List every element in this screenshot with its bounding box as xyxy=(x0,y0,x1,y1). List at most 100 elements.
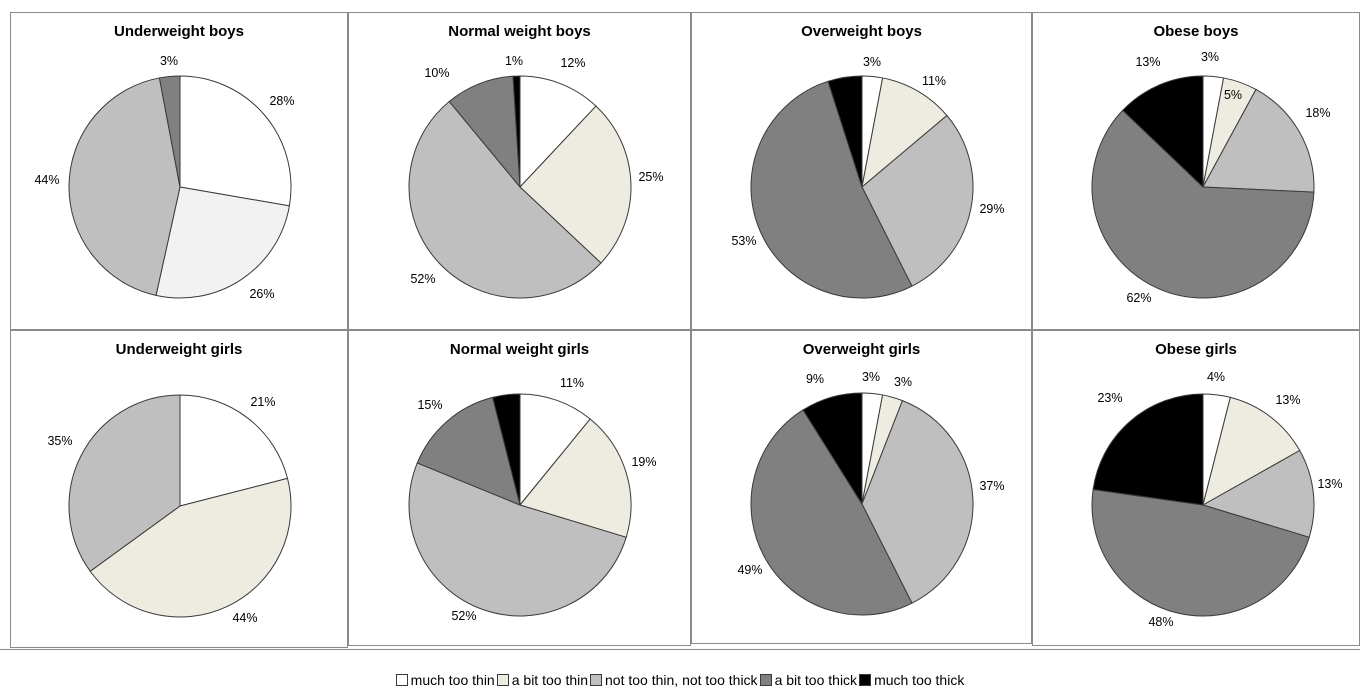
data-label: 26% xyxy=(249,287,274,301)
data-label: 52% xyxy=(451,609,476,623)
pie-slice-a-bit-too-thick xyxy=(416,396,521,506)
legend-label: a bit too thin xyxy=(511,672,589,688)
panel-title: Obese boys xyxy=(1153,23,1238,40)
data-label: 4% xyxy=(499,399,517,413)
pie-slice-much-too-thick xyxy=(512,75,521,188)
legend-item: much too thin xyxy=(395,672,495,688)
data-label: 48% xyxy=(1148,615,1173,629)
data-label: 13% xyxy=(1317,477,1342,491)
data-label: 28% xyxy=(269,94,294,108)
pie-panel: Overweight boys 3% 11% 29% 53% 5% xyxy=(691,12,1032,330)
panel-title: Underweight boys xyxy=(114,23,244,40)
data-label: 35% xyxy=(47,434,72,448)
legend-item: much too thick xyxy=(859,672,964,688)
pie-slice-not-too-thin-not-too-thick xyxy=(861,114,974,287)
pie-slice-a-bit-too-thick xyxy=(750,409,913,616)
data-label: 52% xyxy=(410,272,435,286)
data-label: 3% xyxy=(160,54,178,68)
data-label: 4% xyxy=(1207,370,1225,384)
data-label: 15% xyxy=(417,398,442,412)
data-label: 5% xyxy=(839,83,857,97)
pie-slice-much-too-thick xyxy=(1121,75,1204,189)
data-label: 13% xyxy=(1135,55,1160,69)
pie-slice-a-bit-too-thick xyxy=(1091,488,1310,617)
data-label: 37% xyxy=(979,479,1004,493)
data-label: 21% xyxy=(250,395,275,409)
pie-slice-a-bit-too-thin xyxy=(89,477,292,618)
data-label: 62% xyxy=(1126,291,1151,305)
pie-slice-not-too-thin-not-too-thick xyxy=(408,100,602,299)
legend: much too thin a bit too thin not too thin,… xyxy=(0,672,1360,688)
data-label: 5% xyxy=(1224,88,1242,102)
legend-item: a bit too thick xyxy=(759,672,858,688)
data-label: 29% xyxy=(979,202,1004,216)
data-label: 49% xyxy=(737,563,762,577)
panel-border xyxy=(691,12,1032,330)
legend-swatch xyxy=(496,674,509,686)
legend-label: a bit too thick xyxy=(774,672,858,688)
pie-slice-not-too-thin-not-too-thick xyxy=(1202,88,1315,193)
pie-panel: Obese boys 3% 5% 18% 62% 13% xyxy=(1032,12,1360,330)
legend-swatch xyxy=(590,674,603,686)
pie-slice-a-bit-too-thin xyxy=(1202,396,1301,507)
data-label: 12% xyxy=(560,56,585,70)
legend-label: not too thin, not too thick xyxy=(605,672,758,688)
pie-panel: Obese girls 4% 13% 13% 48% 23% xyxy=(1032,330,1360,646)
pie-slice-a-bit-too-thin xyxy=(861,77,948,189)
data-label: 19% xyxy=(631,455,656,469)
pie-panel: Underweight boys 28% 26% 44% 3% xyxy=(10,12,348,330)
pie-slice-much-too-thick xyxy=(827,75,863,188)
legend-label: much too thin xyxy=(410,672,495,688)
panel-border xyxy=(10,12,348,330)
data-label: 44% xyxy=(34,173,59,187)
data-label: 3% xyxy=(863,55,881,69)
data-label: 1% xyxy=(505,54,523,68)
legend-item: not too thin, not too thick xyxy=(590,672,758,688)
pie-slice-much-too-thin xyxy=(519,75,597,189)
pie-slice-a-bit-too-thin xyxy=(519,418,632,538)
panel-title: Obese girls xyxy=(1155,341,1237,358)
data-label: 3% xyxy=(1201,50,1219,64)
pie-slice-a-bit-too-thin xyxy=(155,186,290,299)
pie-slice-much-too-thin xyxy=(179,394,289,507)
legend-swatch xyxy=(395,674,408,686)
pie-slice-much-too-thick xyxy=(1092,393,1204,506)
panel-title: Underweight girls xyxy=(116,341,243,358)
panel-title: Normal weight girls xyxy=(450,341,589,358)
data-label: 23% xyxy=(1097,391,1122,405)
data-label: 18% xyxy=(1305,106,1330,120)
panel-border xyxy=(691,330,1032,644)
pie-slice-much-too-thin xyxy=(519,393,591,507)
pie-slice-much-too-thick xyxy=(492,393,521,506)
data-label: 3% xyxy=(862,370,880,384)
pie-slice-much-too-thick xyxy=(802,392,863,506)
pie-panel: Normal weight boys 12% 25% 52% 10% 1% xyxy=(348,12,691,330)
legend-label: much too thick xyxy=(874,672,965,688)
data-label: 10% xyxy=(424,66,449,80)
panel-border xyxy=(348,12,691,330)
pie-panel: Overweight girls 3% 3% 37% 49% 9% xyxy=(691,330,1032,644)
pie-slice-much-too-thin xyxy=(179,75,292,207)
pie-slice-not-too-thin-not-too-thick xyxy=(68,77,181,296)
panel-border xyxy=(348,330,691,646)
pie-slice-not-too-thin-not-too-thick xyxy=(68,394,181,572)
data-label: 25% xyxy=(638,170,663,184)
pie-panel: Underweight girls 21% 44% 35% xyxy=(10,330,348,648)
legend-swatch xyxy=(859,674,872,686)
panel-border xyxy=(10,330,348,648)
data-label: 53% xyxy=(731,234,756,248)
pie-slice-a-bit-too-thick xyxy=(1091,109,1315,299)
pie-slice-a-bit-too-thin xyxy=(519,105,632,264)
panel-title: Overweight boys xyxy=(801,23,922,40)
data-label: 11% xyxy=(922,74,946,88)
legend-item: a bit too thin xyxy=(496,672,589,688)
legend-swatch xyxy=(759,674,772,686)
panel-title: Normal weight boys xyxy=(448,23,591,40)
data-label: 9% xyxy=(806,372,824,386)
pie-slice-not-too-thin-not-too-thick xyxy=(861,399,974,604)
data-label: 11% xyxy=(560,376,584,390)
data-label: 3% xyxy=(894,375,912,389)
data-label: 44% xyxy=(232,611,257,625)
pie-slice-not-too-thin-not-too-thick xyxy=(1201,449,1315,538)
panel-title: Overweight girls xyxy=(803,341,921,358)
